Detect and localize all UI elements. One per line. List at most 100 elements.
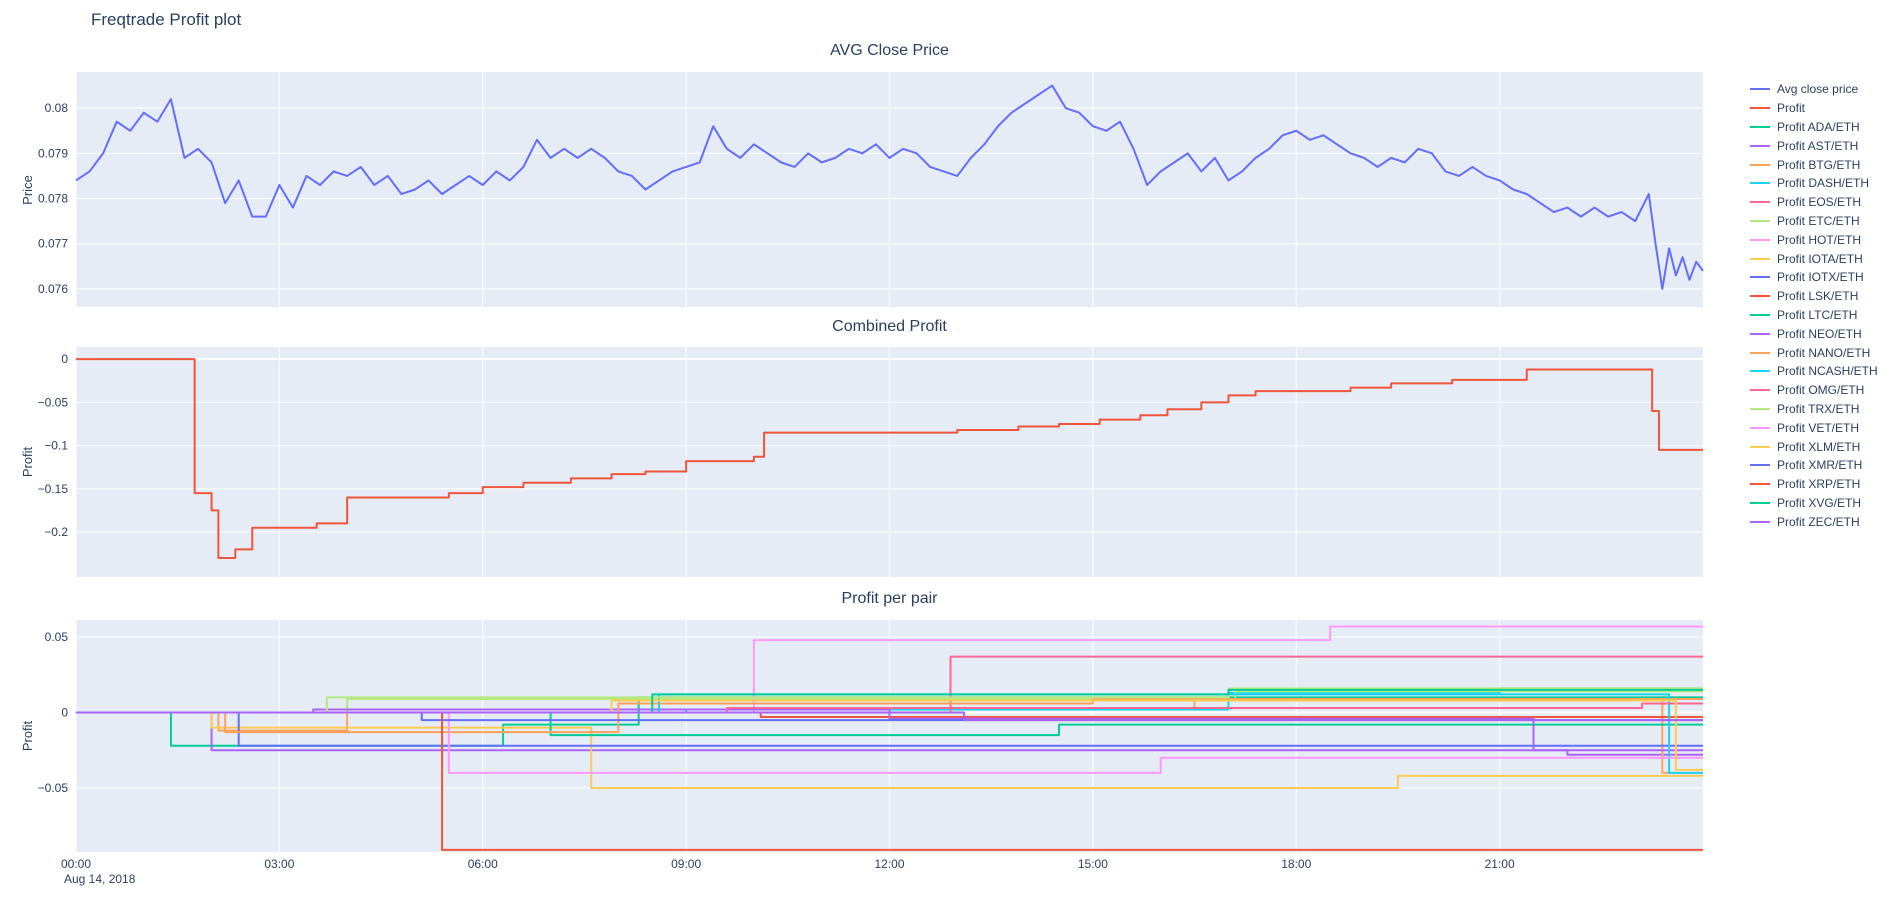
legend-item-profit-ada-eth[interactable]: Profit ADA/ETH — [1750, 118, 1878, 137]
page-title: Freqtrade Profit plot — [91, 10, 242, 29]
legend-label: Profit XLM/ETH — [1777, 439, 1861, 454]
legend-item-profit-xmr-eth[interactable]: Profit XMR/ETH — [1750, 456, 1878, 475]
legend-swatch — [1750, 88, 1770, 91]
y-tick-label: −0.2 — [44, 525, 68, 539]
subplot-title-avg-close-price: AVG Close Price — [830, 42, 949, 59]
legend-label: Profit XMR/ETH — [1777, 458, 1863, 473]
series-profit-iota-eth[interactable] — [76, 711, 1703, 789]
legend-swatch — [1750, 295, 1770, 298]
legend-item-profit-neo-eth[interactable]: Profit NEO/ETH — [1750, 324, 1878, 343]
legend-label: Profit XRP/ETH — [1777, 477, 1861, 492]
legend-label: Profit BTG/ETH — [1777, 157, 1861, 172]
y-tick-label: −0.15 — [38, 482, 69, 496]
legend-label: Profit NCASH/ETH — [1777, 364, 1878, 379]
x-axis-date-note: Aug 14, 2018 — [64, 872, 136, 886]
legend-swatch — [1750, 464, 1770, 467]
legend-swatch — [1750, 219, 1770, 222]
y-tick-label: 0.078 — [38, 192, 68, 206]
legend-swatch — [1750, 201, 1770, 204]
legend-item-profit-lsk-eth[interactable]: Profit LSK/ETH — [1750, 287, 1878, 306]
series-avg-close-price[interactable] — [75, 84, 1704, 290]
legend-item-profit-xlm-eth[interactable]: Profit XLM/ETH — [1750, 437, 1878, 456]
legend-label: Profit NANO/ETH — [1777, 345, 1871, 360]
y-axis-label-price: Price — [20, 175, 35, 205]
legend-label: Profit IOTX/ETH — [1777, 270, 1864, 285]
legend-swatch — [1750, 351, 1770, 354]
legend-swatch — [1750, 163, 1770, 166]
legend-item-profit[interactable]: Profit — [1750, 99, 1878, 118]
legend-swatch — [1750, 144, 1770, 147]
legend-swatch — [1750, 501, 1770, 504]
x-tick-label: 15:00 — [1078, 857, 1108, 871]
legend-label: Profit OMG/ETH — [1777, 383, 1865, 398]
y-tick-label: 0 — [61, 352, 68, 366]
legend-item-profit-trx-eth[interactable]: Profit TRX/ETH — [1750, 400, 1878, 419]
legend-label: Profit IOTA/ETH — [1777, 251, 1863, 266]
y-axis-label-profit-2: Profit — [20, 720, 35, 752]
legend-swatch — [1750, 407, 1770, 410]
series-profit-ada-eth[interactable] — [76, 696, 1703, 747]
legend-label: Profit VET/ETH — [1777, 420, 1860, 435]
legend-item-profit-ast-eth[interactable]: Profit AST/ETH — [1750, 136, 1878, 155]
legend-label: Profit HOT/ETH — [1777, 232, 1862, 247]
legend-swatch — [1750, 125, 1770, 128]
legend-item-profit-zec-eth[interactable]: Profit ZEC/ETH — [1750, 512, 1878, 531]
legend-label: Profit TRX/ETH — [1777, 401, 1860, 416]
legend-label: Profit LSK/ETH — [1777, 289, 1859, 304]
legend-item-profit-xvg-eth[interactable]: Profit XVG/ETH — [1750, 494, 1878, 513]
legend-swatch — [1750, 332, 1770, 335]
y-tick-label: −0.05 — [38, 781, 69, 795]
legend-label: Avg close price — [1777, 82, 1859, 97]
legend-item-profit-iotx-eth[interactable]: Profit IOTX/ETH — [1750, 268, 1878, 287]
y-tick-label: 0.076 — [38, 282, 68, 296]
y-tick-label: 0 — [61, 706, 68, 720]
legend-item-profit-ncash-eth[interactable]: Profit NCASH/ETH — [1750, 362, 1878, 381]
legend-swatch — [1750, 313, 1770, 316]
legend-label: Profit LTC/ETH — [1777, 307, 1858, 322]
subplot-title-profit-per-pair: Profit per pair — [841, 590, 938, 607]
legend-swatch — [1750, 426, 1770, 429]
legend-swatch — [1750, 520, 1770, 523]
x-tick-label: 00:00 — [61, 857, 91, 871]
legend-item-profit-etc-eth[interactable]: Profit ETC/ETH — [1750, 212, 1878, 231]
x-tick-label: 06:00 — [468, 857, 498, 871]
legend-label: Profit NEO/ETH — [1777, 326, 1862, 341]
legend-item-profit-iota-eth[interactable]: Profit IOTA/ETH — [1750, 249, 1878, 268]
legend-label: Profit ZEC/ETH — [1777, 514, 1860, 529]
legend-swatch — [1750, 257, 1770, 260]
legend-item-profit-hot-eth[interactable]: Profit HOT/ETH — [1750, 230, 1878, 249]
legend-item-profit-eos-eth[interactable]: Profit EOS/ETH — [1750, 193, 1878, 212]
legend-swatch — [1750, 276, 1770, 279]
legend-item-avg-close-price[interactable]: Avg close price — [1750, 80, 1878, 99]
legend-swatch — [1750, 389, 1770, 392]
legend-item-profit-dash-eth[interactable]: Profit DASH/ETH — [1750, 174, 1878, 193]
legend-label: Profit ETC/ETH — [1777, 213, 1860, 228]
y-tick-label: 0.05 — [45, 630, 69, 644]
legend-swatch — [1750, 182, 1770, 185]
legend-swatch — [1750, 445, 1770, 448]
y-axis-label-profit-1: Profit — [20, 446, 35, 478]
legend-label: Profit ADA/ETH — [1777, 119, 1860, 134]
series-profit[interactable] — [76, 358, 1703, 559]
legend: Avg close price Profit Profit ADA/ETH Profi… — [1750, 80, 1878, 531]
legend-item-profit-xrp-eth[interactable]: Profit XRP/ETH — [1750, 475, 1878, 494]
x-tick-label: 21:00 — [1485, 857, 1515, 871]
y-tick-label: 0.079 — [38, 146, 68, 160]
legend-item-profit-vet-eth[interactable]: Profit VET/ETH — [1750, 418, 1878, 437]
x-tick-label: 18:00 — [1281, 857, 1311, 871]
legend-item-profit-ltc-eth[interactable]: Profit LTC/ETH — [1750, 306, 1878, 325]
legend-label: Profit EOS/ETH — [1777, 195, 1862, 210]
legend-label: Profit — [1777, 101, 1806, 116]
x-tick-label: 03:00 — [264, 857, 294, 871]
y-tick-label: −0.05 — [38, 395, 69, 409]
y-tick-label: 0.08 — [45, 101, 69, 115]
legend-label: Profit XVG/ETH — [1777, 495, 1862, 510]
series-profit-zec-eth[interactable] — [76, 711, 1703, 722]
subplot-title-combined-profit: Combined Profit — [832, 318, 947, 335]
legend-item-profit-nano-eth[interactable]: Profit NANO/ETH — [1750, 343, 1878, 362]
legend-item-profit-btg-eth[interactable]: Profit BTG/ETH — [1750, 155, 1878, 174]
x-tick-label: 09:00 — [671, 857, 701, 871]
legend-item-profit-omg-eth[interactable]: Profit OMG/ETH — [1750, 381, 1878, 400]
